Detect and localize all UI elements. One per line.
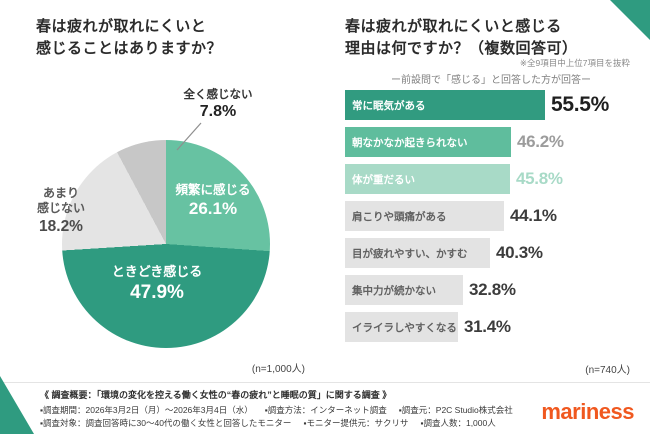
sample-size-left: (n=1,000人)	[251, 364, 305, 375]
bar-row: 朝なかなか起きられない 46.2%	[345, 127, 645, 157]
pie-segment-label: 全く感じない	[183, 89, 253, 101]
bar-row: イライラしやすくなる 31.4%	[345, 312, 645, 342]
title-line: 春は疲れが取れにくいと	[36, 18, 207, 35]
pie-segment-value: 7.8%	[199, 103, 237, 120]
pie-label-sometimes: ときどき感じる 47.9%	[97, 261, 217, 304]
bar: 体が重だるい	[345, 164, 510, 194]
pie-segment-label: ときどき感じる	[111, 264, 203, 279]
survey-meta-item: ▪モニター提供元：サクリサ	[303, 418, 409, 428]
survey-meta-item: ▪調査期間：2026年3月2日（月）〜2026年3月4日（水）	[40, 405, 253, 415]
pie-segment-value: 26.1%	[188, 199, 238, 218]
sample-size-right: (n=740人)	[585, 365, 630, 376]
pie-label-rarely: あまり 感じない 18.2%	[18, 186, 104, 236]
survey-meta-row: ▪調査対象：調査回答時に30〜40代の働く女性と回答したモニター ▪モニター提供…	[40, 417, 636, 430]
bar-value: 31.4%	[464, 317, 511, 336]
bar-label: 集中力が続かない	[352, 284, 436, 297]
pie-segment-label: あまり 感じない	[36, 186, 85, 215]
survey-meta-item: ▪調査方法：インターネット調査	[264, 405, 387, 415]
corner-accent-top-right-icon	[610, 0, 650, 40]
bar: 目が疲れやすい、かすむ	[345, 238, 490, 268]
bar-value: 44.1%	[510, 206, 557, 225]
survey-meta-item: ▪調査対象：調査回答時に30〜40代の働く女性と回答したモニター	[40, 418, 292, 428]
title-line: 春は疲れが取れにくいと感じる	[345, 18, 562, 35]
pie-segment-value: 47.9%	[130, 282, 184, 303]
bar: 朝なかなか起きられない	[345, 127, 511, 157]
bar-chart: 常に眠気がある 55.5% 朝なかなか起きられない 46.2% 体が重だるい 45.8% 肩…	[345, 90, 645, 349]
survey-meta-item: ▪調査人数：1,000人	[420, 418, 496, 428]
bar-value: 55.5%	[551, 93, 610, 116]
bar-label: 朝なかなか起きられない	[352, 136, 468, 149]
bar-label: 肩こりや頭痛がある	[352, 210, 447, 223]
pie-segment-label: 頻繁に感じる	[175, 183, 251, 197]
excerpt-note: ※全9項目中上位7項目を抜粋	[519, 58, 630, 68]
bar: 集中力が続かない	[345, 275, 463, 305]
bar: 常に眠気がある	[345, 90, 545, 120]
bar-label: 常に眠気がある	[352, 99, 426, 112]
survey-meta-item: ▪調査元：P2C Studio株式会社	[398, 405, 513, 415]
survey-meta-row: ▪調査期間：2026年3月2日（月）〜2026年3月4日（水） ▪調査方法：イン…	[40, 404, 636, 417]
right-question-title: 春は疲れが取れにくいと感じる 理由は何ですか？（複数回答可）	[345, 16, 578, 60]
survey-overview: 《 調査概要：「環境の変化を控える働く女性の“春の疲れ”と睡眠の質」に関する調査…	[40, 390, 392, 400]
bar-label: 目が疲れやすい、かすむ	[352, 247, 468, 260]
bar-label: イライラしやすくなる	[352, 321, 457, 334]
left-question-title: 春は疲れが取れにくいと 感じることはありますか？	[36, 16, 222, 60]
pie-label-never: 全く感じない 7.8%	[168, 86, 268, 121]
survey-footer: 《 調査概要：「環境の変化を控える働く女性の“春の疲れ”と睡眠の質」に関する調査…	[0, 382, 650, 434]
bar-row: 肩こりや頭痛がある 44.1%	[345, 201, 645, 231]
brand-logo: mariness	[541, 399, 634, 424]
bar-row: 目が疲れやすい、かすむ 40.3%	[345, 238, 645, 268]
bar-value: 45.8%	[516, 169, 563, 188]
bar-value: 40.3%	[496, 243, 543, 262]
bar-label: 体が重だるい	[352, 173, 415, 186]
bar-value: 46.2%	[517, 132, 564, 151]
bar: 肩こりや頭痛がある	[345, 201, 504, 231]
bar-row: 集中力が続かない 32.8%	[345, 275, 645, 305]
title-line: 感じることはありますか？	[36, 40, 223, 57]
bar-row: 常に眠気がある 55.5%	[345, 90, 645, 120]
bar-row: 体が重だるい 45.8%	[345, 164, 645, 194]
title-line: 理由は何ですか？（複数回答可）	[345, 40, 578, 57]
pie-label-frequently: 頻繁に感じる 26.1%	[163, 179, 263, 219]
bar-value: 32.8%	[469, 280, 516, 299]
pie-segment-value: 18.2%	[39, 218, 83, 235]
pie-chart	[62, 140, 270, 348]
bar: イライラしやすくなる	[345, 312, 458, 342]
respondent-note: ー前設問で「感じる」と回答した方が回答ー	[391, 75, 591, 86]
